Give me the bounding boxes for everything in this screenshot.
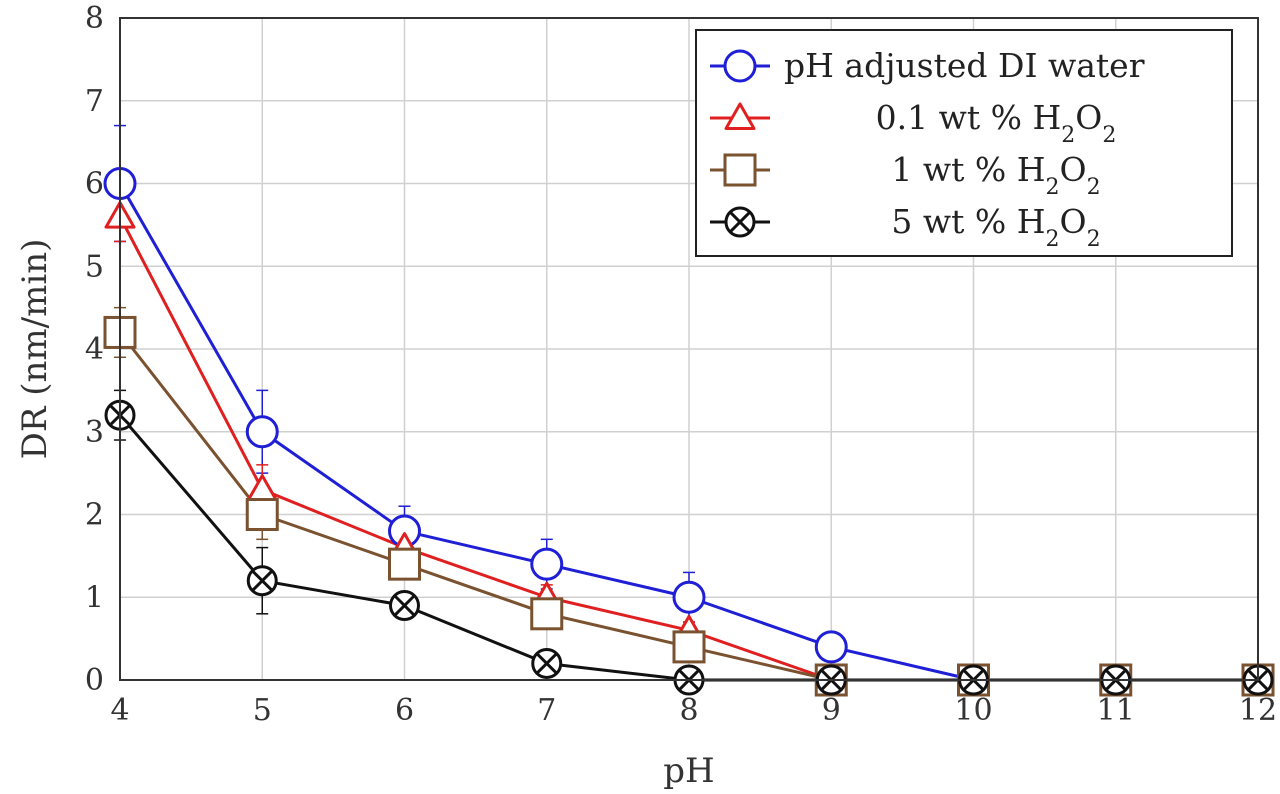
- y-tick-label: 2: [85, 498, 104, 533]
- x-tick-label: 6: [395, 693, 414, 728]
- legend-text-part: pH adjusted DI water: [784, 46, 1145, 85]
- square-marker: [388, 547, 421, 581]
- data-point: [245, 415, 279, 449]
- circle-marker: [672, 580, 706, 614]
- data-point: [530, 597, 564, 631]
- subscript: 2: [1087, 227, 1101, 252]
- data-point: [246, 474, 278, 502]
- data-point: [246, 565, 278, 597]
- square-marker: [530, 597, 564, 631]
- subscript: 2: [1046, 227, 1060, 252]
- square-marker: [672, 630, 706, 664]
- circle-marker: [723, 49, 757, 83]
- x-tick-label: 11: [1097, 693, 1135, 728]
- subscript: 2: [1046, 175, 1060, 200]
- legend-marker: [724, 206, 756, 238]
- y-tick-labels: 0 1 2 3 4 5 6 7 8: [85, 1, 104, 698]
- subscript: 2: [1102, 123, 1116, 148]
- x-tick-label: 4: [110, 693, 129, 728]
- legend-entry-label: 0.1 wt % H2O2: [876, 98, 1117, 148]
- y-tick-label: 6: [85, 167, 104, 202]
- square-marker: [723, 153, 757, 187]
- x-tick-label: 5: [253, 693, 272, 728]
- plot-frame: [119, 17, 1259, 681]
- data-point: [672, 580, 706, 614]
- x-tick-label: 12: [1239, 693, 1277, 728]
- y-tick-label: 1: [85, 580, 104, 615]
- legend-entry-label: 1 wt % H2O2: [891, 150, 1100, 200]
- legend-box: [695, 29, 1233, 257]
- y-tick-label: 3: [85, 415, 104, 450]
- x-tick-label: 7: [537, 693, 556, 728]
- triangle-marker: [724, 102, 756, 130]
- legend-text-part: O: [1060, 150, 1087, 189]
- y-tick-label: 7: [85, 84, 104, 119]
- data-point: [672, 630, 706, 664]
- cross-stroke: [251, 569, 274, 592]
- y-tick-label: 0: [85, 663, 104, 698]
- data-point: [531, 647, 563, 679]
- legend-text-part: O: [1060, 202, 1087, 241]
- data-point: [530, 547, 564, 581]
- legend-text-part: 1 wt % H: [891, 150, 1045, 189]
- x-tick-labels: 4 5 6 7 8 9 10 11 12: [110, 693, 1277, 728]
- legend-text-part: 5 wt % H: [891, 202, 1045, 241]
- x-tick-label: 10: [954, 693, 992, 728]
- data-point: [814, 630, 848, 664]
- circle-marker: [814, 630, 848, 664]
- square-marker: [245, 498, 279, 531]
- data-point: [388, 547, 421, 581]
- subscript: 2: [1061, 123, 1075, 148]
- data-point: [389, 590, 420, 622]
- circle-marker: [245, 415, 279, 449]
- y-tick-label: 5: [85, 249, 104, 284]
- legend-text-part: 0.1 wt % H: [876, 98, 1062, 137]
- cross-stroke: [729, 211, 751, 233]
- subscript: 2: [1087, 175, 1101, 200]
- legend-entry-label: pH adjusted DI water: [784, 46, 1145, 85]
- triangle-marker: [246, 474, 278, 502]
- cross-stroke: [393, 594, 416, 617]
- legend-entry-label: 5 wt % H2O2: [891, 202, 1100, 252]
- x-axis-label: pH: [663, 751, 714, 791]
- legend-text-part: O: [1075, 98, 1102, 137]
- x-tick-label: 9: [822, 693, 841, 728]
- legend-marker: [723, 153, 757, 187]
- circle-marker: [530, 547, 564, 581]
- legend-marker: [724, 102, 756, 130]
- y-tick-label: 4: [85, 332, 104, 367]
- legend-marker: [723, 49, 757, 83]
- data-point: [245, 498, 279, 531]
- x-tick-label: 8: [679, 693, 698, 728]
- y-axis-label: DR (nm/min): [15, 239, 55, 460]
- cross-stroke: [535, 652, 558, 675]
- y-tick-label: 8: [85, 1, 104, 36]
